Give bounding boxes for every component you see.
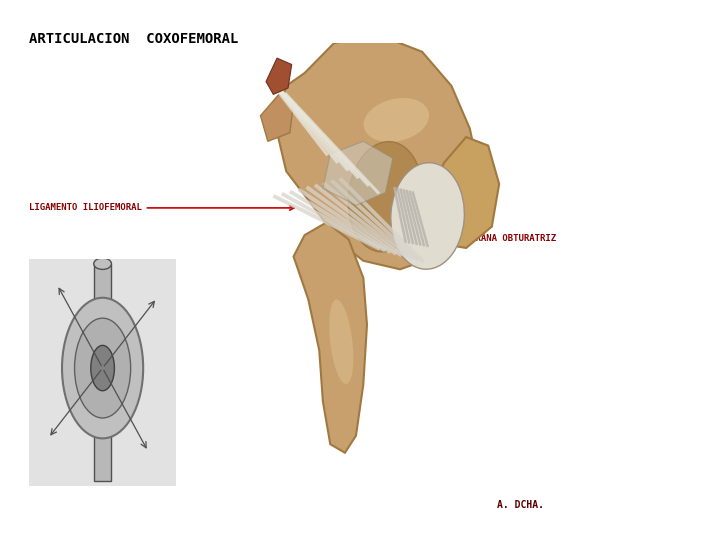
Ellipse shape (364, 98, 429, 142)
Polygon shape (275, 35, 481, 269)
Ellipse shape (91, 346, 114, 391)
Ellipse shape (94, 258, 112, 269)
Polygon shape (266, 58, 292, 94)
Text: LIGAMENTO PUBOFEMORAL: LIGAMENTO PUBOFEMORAL (343, 112, 456, 158)
Text: A. DCHA.: A. DCHA. (497, 500, 544, 510)
Ellipse shape (348, 141, 423, 252)
Ellipse shape (62, 298, 143, 438)
Ellipse shape (391, 163, 464, 269)
Text: ARTICULACION  COXOFEMORAL: ARTICULACION COXOFEMORAL (29, 32, 238, 46)
Ellipse shape (329, 300, 354, 384)
Polygon shape (261, 94, 294, 141)
Bar (94, 264, 112, 482)
Ellipse shape (75, 318, 130, 418)
Text: LIGAMENTO ILIOFEMORAL: LIGAMENTO ILIOFEMORAL (29, 204, 294, 212)
Polygon shape (426, 137, 499, 248)
Text: MEMBRANA OBTURATRIZ: MEMBRANA OBTURATRIZ (415, 227, 556, 243)
Polygon shape (294, 222, 367, 453)
Polygon shape (323, 141, 392, 205)
